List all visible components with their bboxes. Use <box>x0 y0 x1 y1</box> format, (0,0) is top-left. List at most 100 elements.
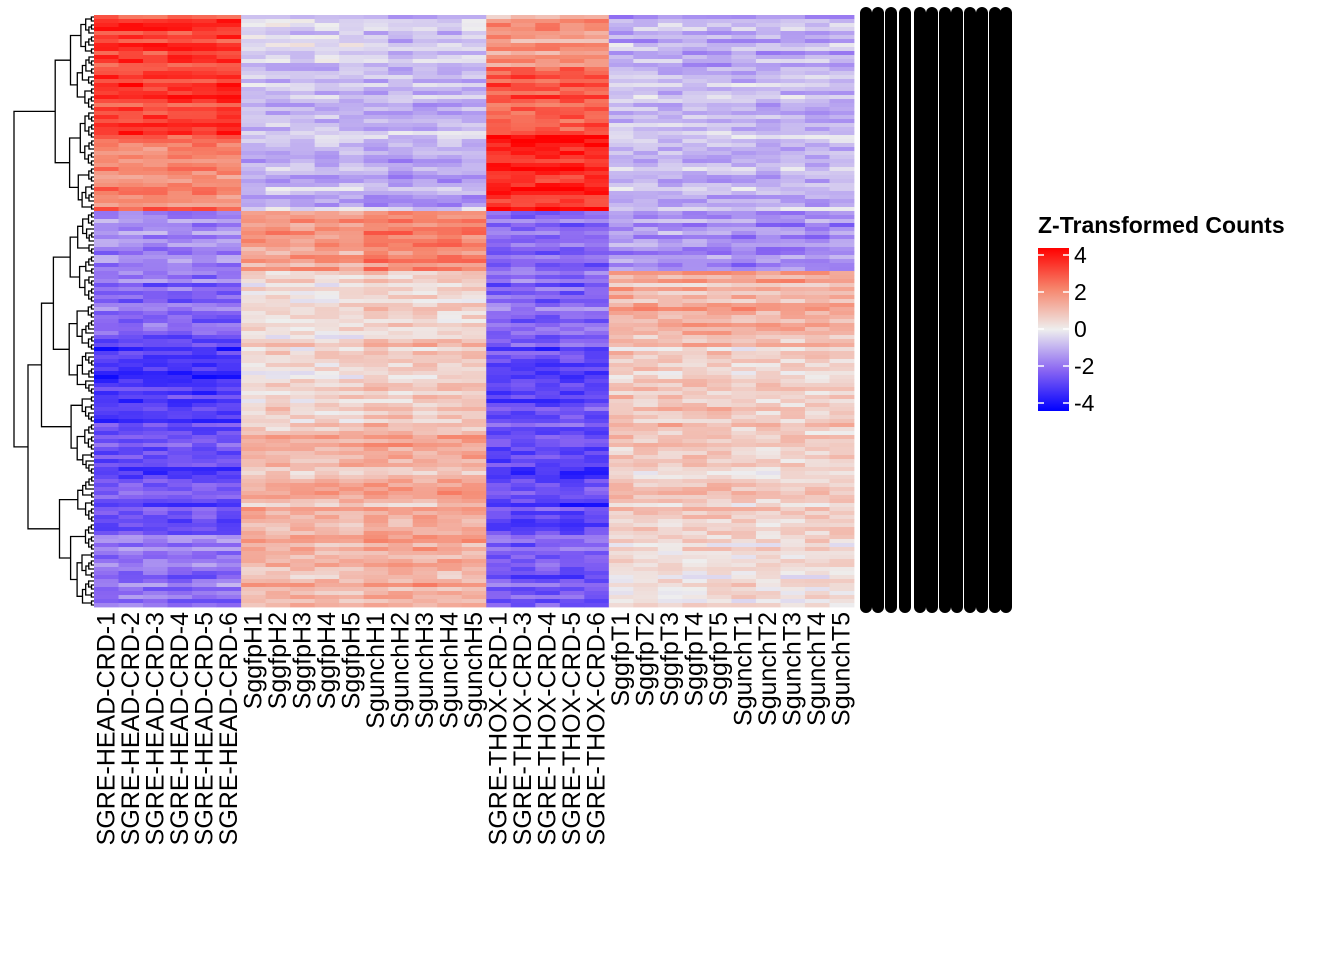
heatmap-cell <box>314 591 340 596</box>
heatmap-cell <box>437 307 463 312</box>
heatmap-cell <box>682 475 708 480</box>
heatmap-cell <box>241 295 267 300</box>
heatmap-cell <box>339 35 365 40</box>
heatmap-cell <box>486 107 512 112</box>
heatmap-cell <box>216 39 242 44</box>
heatmap-cell <box>412 195 438 200</box>
heatmap-cell <box>633 435 659 440</box>
heatmap-cell <box>657 259 683 264</box>
heatmap-cell <box>339 163 365 168</box>
heatmap-cell <box>486 175 512 180</box>
heatmap-cell <box>118 259 144 264</box>
heatmap-cell <box>363 595 389 600</box>
heatmap-cell <box>412 323 438 328</box>
heatmap-cell <box>535 551 561 556</box>
heatmap-cell <box>143 427 168 432</box>
heatmap-cell <box>143 595 168 600</box>
heatmap-cell <box>608 115 634 120</box>
heatmap-cell <box>559 39 585 44</box>
heatmap-cell <box>535 135 561 140</box>
heatmap-cell <box>633 67 659 72</box>
heatmap-cell <box>241 355 267 360</box>
heatmap-cell <box>804 551 830 556</box>
heatmap-cell <box>314 75 340 80</box>
heatmap-cell <box>731 339 757 344</box>
heatmap-cell <box>535 107 561 112</box>
heatmap-cell <box>216 347 242 352</box>
heatmap-cell <box>388 459 414 464</box>
heatmap-cell <box>829 583 855 588</box>
heatmap-cell <box>118 535 144 540</box>
heatmap-cell <box>804 23 830 28</box>
heatmap-cell <box>143 567 168 572</box>
heatmap-cell <box>216 543 242 548</box>
heatmap-cell <box>314 519 340 524</box>
heatmap-cell <box>608 355 634 360</box>
heatmap-cell <box>682 571 708 576</box>
heatmap-cell <box>584 459 610 464</box>
heatmap-cell <box>363 603 389 608</box>
heatmap-cell <box>633 43 659 48</box>
heatmap-cell <box>804 31 830 36</box>
heatmap-cell <box>265 115 291 120</box>
heatmap-cell <box>314 479 340 484</box>
heatmap-cell <box>780 35 806 40</box>
heatmap-cell <box>804 107 830 112</box>
heatmap-cell <box>437 79 463 84</box>
heatmap-cell <box>265 131 291 136</box>
heatmap-cell <box>780 499 806 504</box>
heatmap-cell <box>584 211 610 216</box>
heatmap-cell <box>192 395 217 400</box>
heatmap-cell <box>216 403 242 408</box>
heatmap-cell <box>167 171 193 176</box>
heatmap-cell <box>118 299 144 304</box>
heatmap-cell <box>829 579 855 584</box>
heatmap-cell <box>559 387 585 392</box>
column-label: SggfpT2 <box>632 612 660 707</box>
heatmap-cell <box>216 143 242 148</box>
heatmap-cell <box>241 331 267 336</box>
heatmap-cell <box>584 603 610 608</box>
heatmap-cell <box>633 183 659 188</box>
heatmap-cell <box>314 155 340 160</box>
heatmap-cell <box>339 603 365 608</box>
heatmap-cell <box>363 151 389 156</box>
heatmap-cell <box>584 147 610 152</box>
heatmap-cell <box>829 391 855 396</box>
heatmap-cell <box>584 167 610 172</box>
heatmap-cell <box>290 155 316 160</box>
heatmap-cells <box>94 15 855 608</box>
heatmap-cell <box>290 571 316 576</box>
heatmap-cell <box>486 463 512 468</box>
heatmap-cell <box>167 203 193 208</box>
heatmap-cell <box>461 235 487 240</box>
heatmap-cell <box>633 275 659 280</box>
heatmap-cell <box>731 191 757 196</box>
heatmap-cell <box>461 227 487 232</box>
heatmap-cell <box>535 571 561 576</box>
heatmap-cell <box>290 163 316 168</box>
heatmap-cell <box>143 179 168 184</box>
dendrogram-branch <box>90 132 94 138</box>
heatmap-cell <box>804 491 830 496</box>
heatmap-cell <box>584 315 610 320</box>
heatmap-cell <box>486 199 512 204</box>
heatmap-cell <box>94 111 119 116</box>
heatmap-cell <box>657 223 683 228</box>
heatmap-cell <box>829 379 855 384</box>
heatmap-cell <box>461 103 487 108</box>
heatmap-cell <box>608 279 634 284</box>
heatmap-cell <box>363 523 389 528</box>
heatmap-cell <box>682 355 708 360</box>
heatmap-cell <box>118 503 144 508</box>
heatmap-cell <box>657 571 683 576</box>
heatmap-cell <box>510 31 536 36</box>
heatmap-cell <box>535 503 561 508</box>
heatmap-cell <box>290 363 316 368</box>
heatmap-cell <box>143 127 168 132</box>
heatmap-cell <box>657 403 683 408</box>
heatmap-cell <box>657 131 683 136</box>
heatmap-cell <box>804 195 830 200</box>
heatmap-cell <box>265 363 291 368</box>
heatmap-cell <box>584 351 610 356</box>
